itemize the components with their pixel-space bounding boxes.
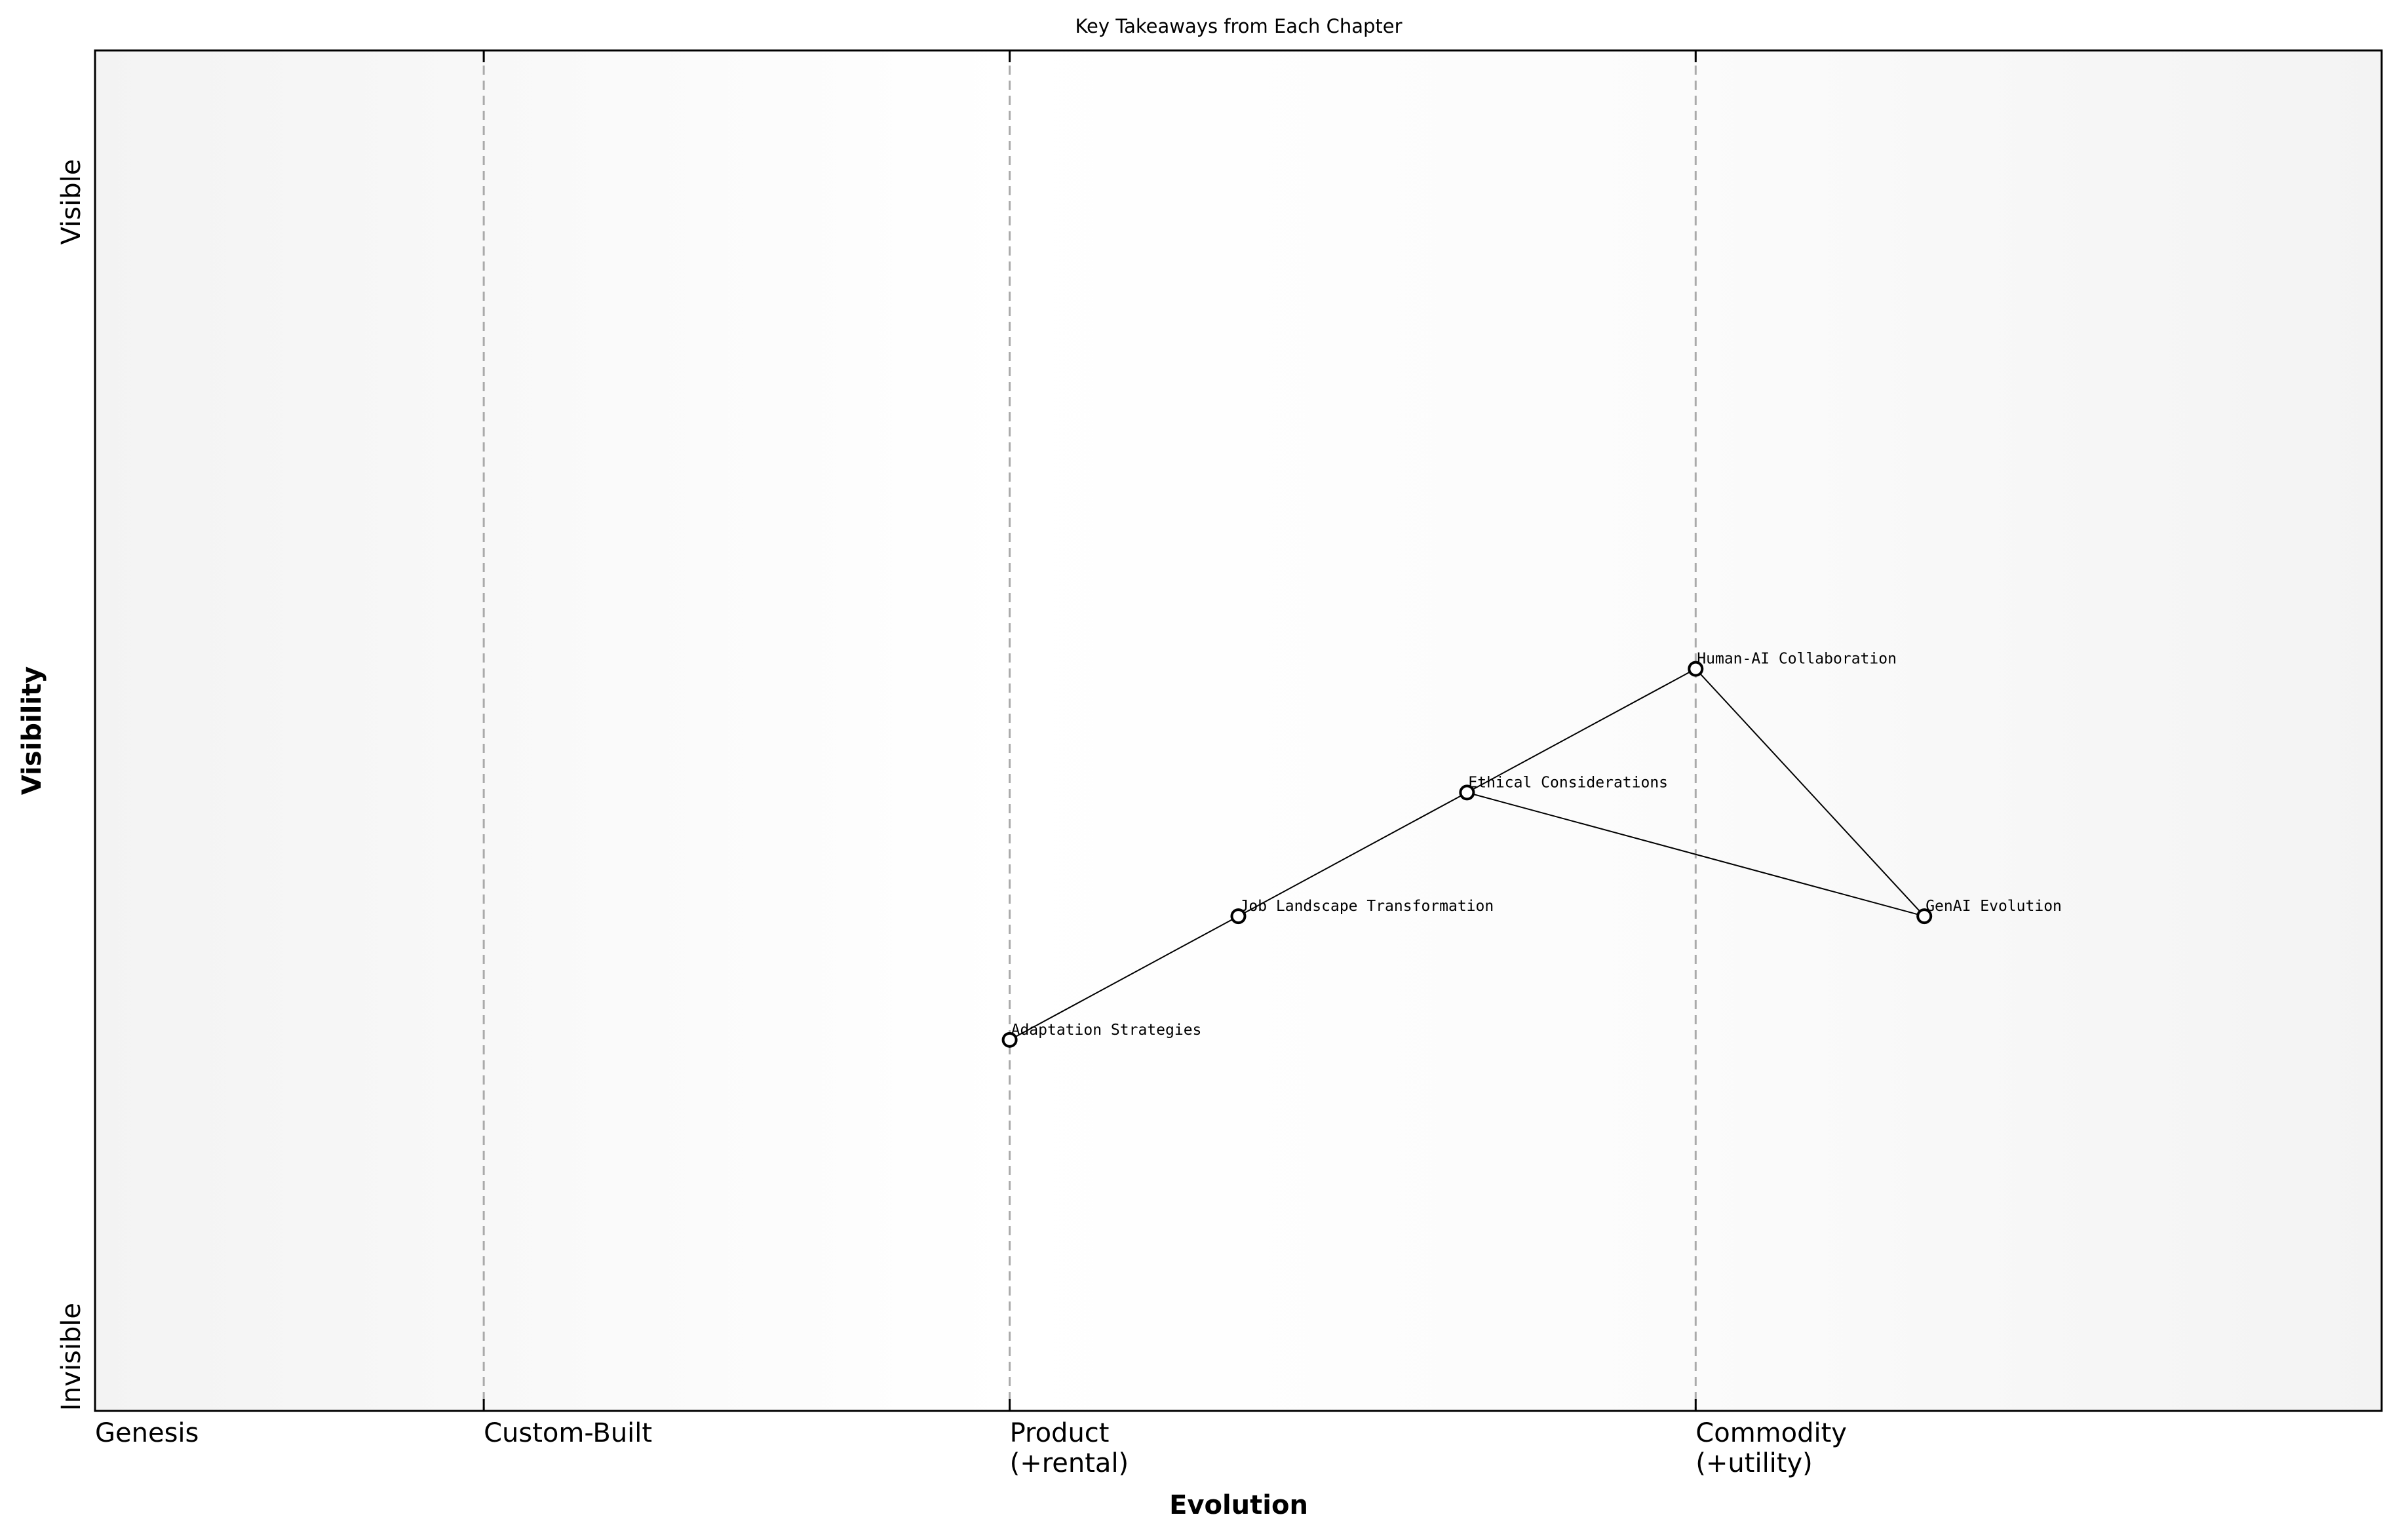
component-label: Adaptation Strategies (1011, 1022, 1202, 1039)
x-tick-label: (+rental) (1010, 1448, 1129, 1478)
component-node[interactable]: Ethical Considerations (1459, 774, 1668, 801)
dependency-link (1467, 792, 1925, 917)
dependency-link (1238, 792, 1467, 917)
component-marker[interactable] (1688, 661, 1704, 677)
component-node[interactable]: GenAI Evolution (1916, 898, 2062, 925)
component-marker[interactable] (1916, 908, 1933, 925)
component-node[interactable]: Human-AI Collaboration (1688, 651, 1897, 677)
component-marker[interactable] (1230, 908, 1247, 925)
y-top-label: Visible (56, 159, 87, 245)
map-title: Key Takeaways from Each Chapter (1075, 15, 1402, 37)
plot-frame (94, 49, 2383, 1412)
component-label: Ethical Considerations (1468, 774, 1668, 791)
x-axis-label: Evolution (1169, 1490, 1308, 1520)
plot-area (95, 50, 2382, 1411)
dependency-link (1009, 915, 1239, 1041)
component-node[interactable]: Job Landscape Transformation (1230, 898, 1494, 925)
dependency-link (1466, 668, 1696, 794)
x-tick-label: (+utility) (1695, 1448, 1812, 1478)
x-tick-label: Genesis (95, 1418, 199, 1448)
component-marker[interactable] (1459, 784, 1475, 801)
x-tick-label: Product (1010, 1418, 1110, 1448)
x-tick-label: Commodity (1695, 1418, 1847, 1448)
component-marker[interactable] (1001, 1031, 1018, 1048)
y-bottom-label: Invisible (56, 1303, 87, 1411)
component-label: Human-AI Collaboration (1697, 651, 1897, 668)
y-axis-label: Visibility (17, 666, 47, 795)
component-label: Job Landscape Transformation (1240, 898, 1494, 915)
dependency-link (1695, 668, 1925, 917)
component-node[interactable]: Adaptation Strategies (1001, 1022, 1202, 1048)
component-label: GenAI Evolution (1926, 898, 2062, 915)
x-tick-label: Custom-Built (484, 1418, 652, 1448)
